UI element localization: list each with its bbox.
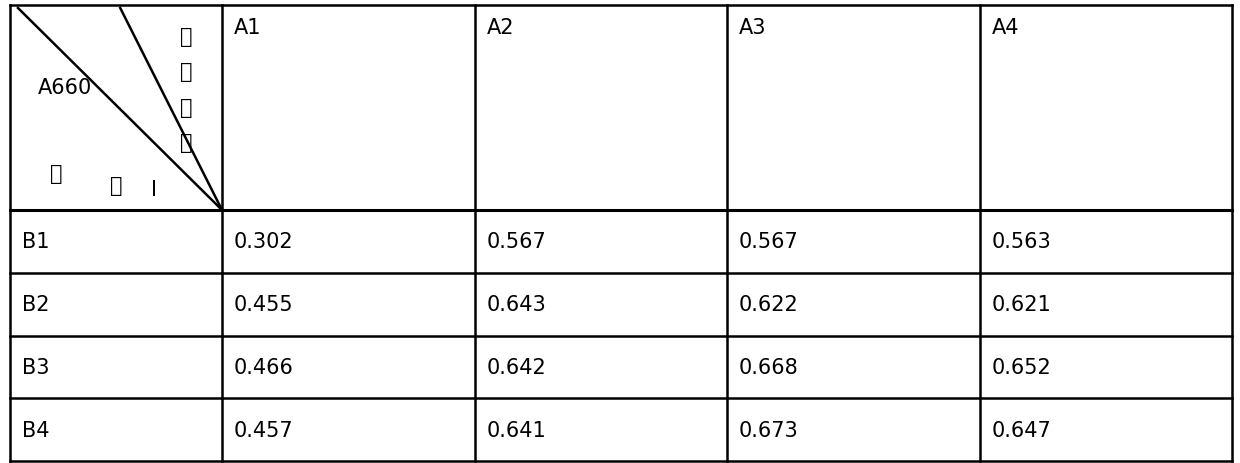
Text: 0.647: 0.647: [992, 420, 1052, 440]
Text: 0.455: 0.455: [234, 294, 294, 314]
Text: A1: A1: [234, 18, 262, 38]
Text: 0.563: 0.563: [992, 232, 1052, 252]
Text: 辅: 辅: [51, 164, 63, 184]
Text: 0.643: 0.643: [486, 294, 547, 314]
Text: I: I: [151, 180, 157, 200]
Text: 化: 化: [180, 62, 192, 81]
Text: 0.567: 0.567: [486, 232, 547, 252]
Text: 0.302: 0.302: [234, 232, 294, 252]
Text: B4: B4: [22, 420, 50, 440]
Text: B2: B2: [22, 294, 50, 314]
Text: B1: B1: [22, 232, 50, 252]
Text: A660: A660: [38, 78, 92, 98]
Text: 0.457: 0.457: [234, 420, 294, 440]
Text: A2: A2: [486, 18, 515, 38]
Text: 0.673: 0.673: [739, 420, 799, 440]
Text: A3: A3: [739, 18, 766, 38]
Text: 0.652: 0.652: [992, 357, 1052, 377]
Text: 酶: 酶: [110, 176, 123, 196]
Text: 0.567: 0.567: [739, 232, 799, 252]
Text: 0.641: 0.641: [486, 420, 547, 440]
Text: 0.668: 0.668: [739, 357, 799, 377]
Text: 0.642: 0.642: [486, 357, 547, 377]
Text: 血: 血: [180, 98, 192, 118]
Text: 0.622: 0.622: [739, 294, 799, 314]
Text: 0.466: 0.466: [234, 357, 294, 377]
Text: 绿: 绿: [180, 27, 192, 47]
Text: A4: A4: [992, 18, 1019, 38]
Text: 红: 红: [180, 133, 192, 153]
Text: B3: B3: [22, 357, 50, 377]
Text: 0.621: 0.621: [992, 294, 1052, 314]
